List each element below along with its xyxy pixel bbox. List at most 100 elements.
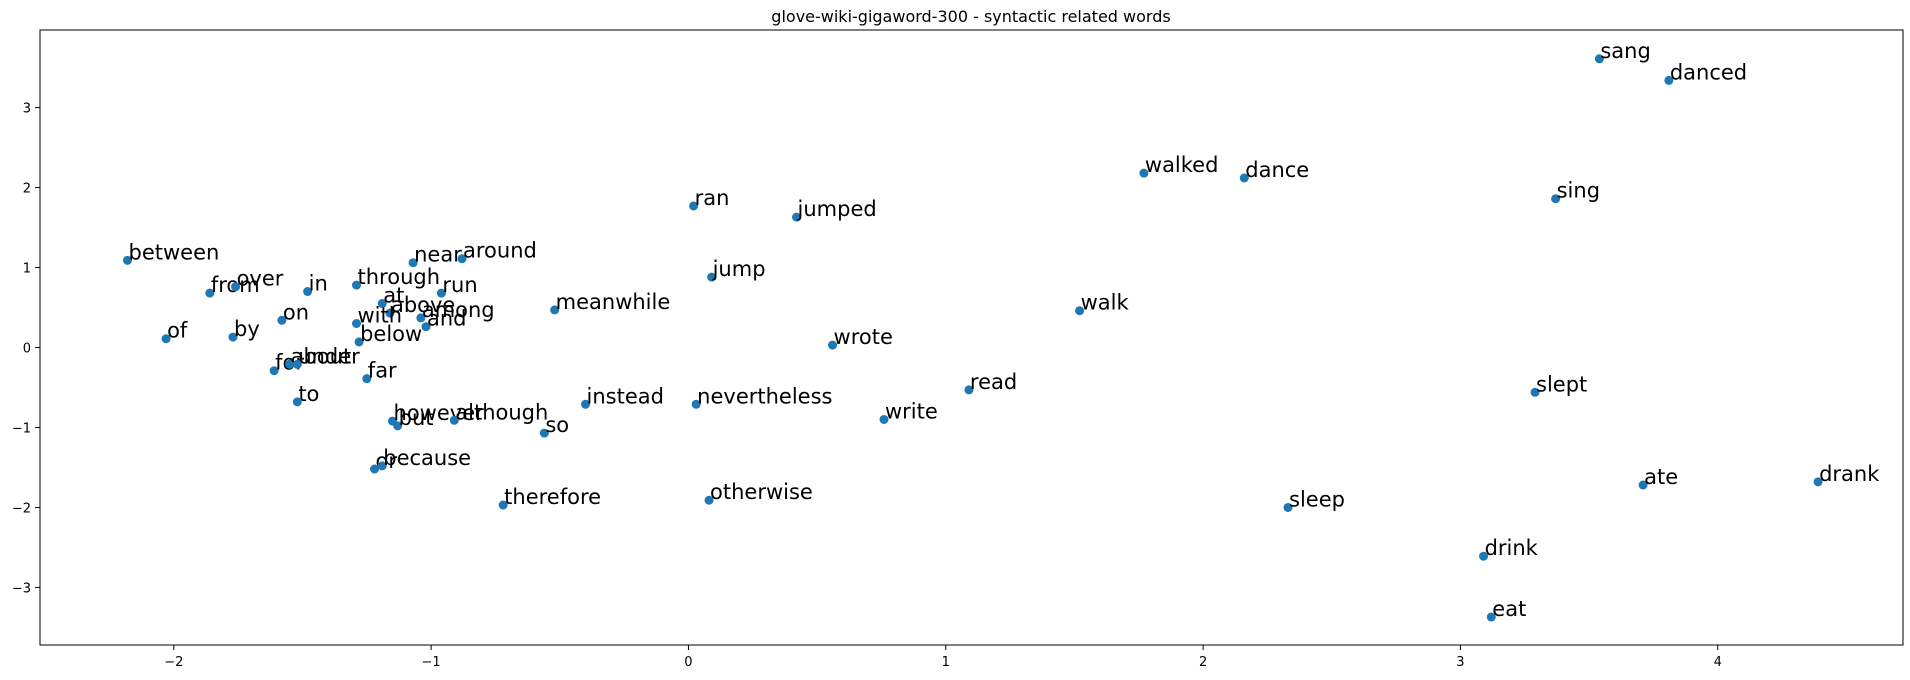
- y-tick-label-5: 2: [23, 182, 31, 197]
- y-tick-label-1: −2: [12, 501, 31, 516]
- data-label-meanwhile: meanwhile: [556, 290, 671, 314]
- data-label-between: between: [128, 240, 219, 264]
- data-point-far: [362, 374, 372, 384]
- x-tick-label-0: −2: [164, 655, 183, 670]
- data-point-but: [393, 421, 403, 431]
- data-point-ate: [1638, 480, 1648, 490]
- data-point-walk: [1075, 306, 1085, 316]
- y-tick-label-6: 3: [23, 102, 31, 117]
- data-point-among: [416, 313, 426, 323]
- data-label-danced: danced: [1670, 60, 1747, 84]
- data-point-jumped: [792, 212, 802, 222]
- data-label-of: of: [167, 319, 188, 343]
- data-point-drink: [1479, 551, 1489, 561]
- data-label-walk: walk: [1081, 291, 1130, 315]
- data-point-sleep: [1283, 502, 1293, 512]
- data-label-in: in: [309, 272, 328, 296]
- data-point-or: [370, 464, 380, 474]
- data-label-through: through: [358, 265, 441, 289]
- x-tick-label-6: 4: [1714, 655, 1722, 670]
- data-point-from: [205, 288, 215, 298]
- data-point-ran: [689, 201, 699, 211]
- data-point-under: [292, 359, 302, 369]
- chart-title: glove-wiki-gigaword-300 - syntactic rela…: [771, 7, 1170, 26]
- data-label-jump: jump: [712, 257, 766, 281]
- data-label-near: near: [414, 243, 462, 267]
- data-point-danced: [1664, 75, 1674, 85]
- data-label-sleep: sleep: [1289, 487, 1345, 511]
- data-label-around: around: [463, 239, 537, 263]
- y-tick-label-0: −3: [12, 581, 31, 596]
- data-label-drink: drink: [1485, 536, 1539, 560]
- y-tick-label-4: 1: [23, 262, 31, 277]
- x-tick-label-3: 1: [942, 655, 950, 670]
- data-point-meanwhile: [550, 305, 560, 315]
- data-point-near: [408, 258, 418, 268]
- data-label-nevertheless: nevertheless: [697, 384, 832, 408]
- data-point-because: [377, 461, 387, 471]
- data-point-through: [352, 280, 362, 290]
- data-point-above: [385, 308, 395, 318]
- data-point-of: [161, 334, 171, 344]
- data-label-under: under: [298, 344, 360, 368]
- data-point-wrote: [828, 340, 838, 350]
- data-label-run: run: [442, 273, 477, 297]
- data-point-jump: [707, 272, 717, 282]
- x-tick-label-5: 3: [1456, 655, 1464, 670]
- data-label-far: far: [368, 359, 397, 383]
- data-point-to: [292, 397, 302, 407]
- data-label-above: above: [391, 293, 455, 317]
- data-label-instead: instead: [587, 384, 664, 408]
- x-tick-label-1: −1: [422, 655, 441, 670]
- data-label-read: read: [970, 370, 1017, 394]
- data-label-to: to: [298, 382, 319, 406]
- data-point-write: [879, 414, 889, 424]
- data-point-so: [539, 428, 549, 438]
- data-point-for: [269, 366, 279, 376]
- data-label-below: below: [360, 322, 422, 346]
- data-point-between: [122, 255, 132, 265]
- data-label-drank: drank: [1819, 462, 1880, 486]
- plot-frame: [39, 29, 1904, 646]
- data-point-slept: [1530, 387, 1540, 397]
- data-point-about: [285, 359, 295, 369]
- data-point-dance: [1239, 173, 1249, 183]
- data-label-otherwise: otherwise: [710, 480, 813, 504]
- data-point-with: [352, 319, 362, 329]
- data-point-therefore: [498, 500, 508, 510]
- data-label-and: and: [427, 307, 467, 331]
- data-point-eat: [1486, 612, 1496, 622]
- data-label-sang: sang: [1600, 39, 1650, 63]
- x-tick-label-2: 0: [684, 655, 692, 670]
- data-point-below: [354, 337, 364, 347]
- data-point-around: [457, 254, 467, 264]
- y-tick-label-3: 0: [23, 341, 31, 356]
- data-label-so: so: [545, 413, 569, 437]
- data-label-dance: dance: [1245, 158, 1309, 182]
- data-label-among: among: [422, 298, 495, 322]
- data-label-slept: slept: [1536, 372, 1587, 396]
- data-point-on: [277, 315, 287, 325]
- data-label-although: although: [455, 400, 548, 424]
- data-point-run: [436, 288, 446, 298]
- plot-area: −2 −1 0 1 2 3 4 −3 −2 −1 0 1 2 3 sang danced walked dance…: [12, 29, 1904, 670]
- data-point-although: [449, 415, 459, 425]
- data-point-drank: [1813, 477, 1823, 487]
- data-label-therefore: therefore: [504, 485, 601, 509]
- data-label-eat: eat: [1492, 597, 1526, 621]
- data-label-with: with: [358, 304, 403, 328]
- data-point-sang: [1594, 54, 1604, 64]
- data-point-at: [377, 299, 387, 309]
- data-point-and: [421, 322, 431, 332]
- data-label-write: write: [885, 399, 938, 423]
- data-point-by: [228, 332, 238, 342]
- data-label-over: over: [237, 267, 284, 291]
- data-point-read: [964, 385, 974, 395]
- data-point-over: [231, 282, 241, 292]
- data-label-sing: sing: [1557, 179, 1600, 203]
- data-point-nevertheless: [691, 399, 701, 409]
- y-tick-label-2: −1: [12, 421, 31, 436]
- data-label-on: on: [283, 300, 309, 324]
- data-label-ran: ran: [695, 186, 730, 210]
